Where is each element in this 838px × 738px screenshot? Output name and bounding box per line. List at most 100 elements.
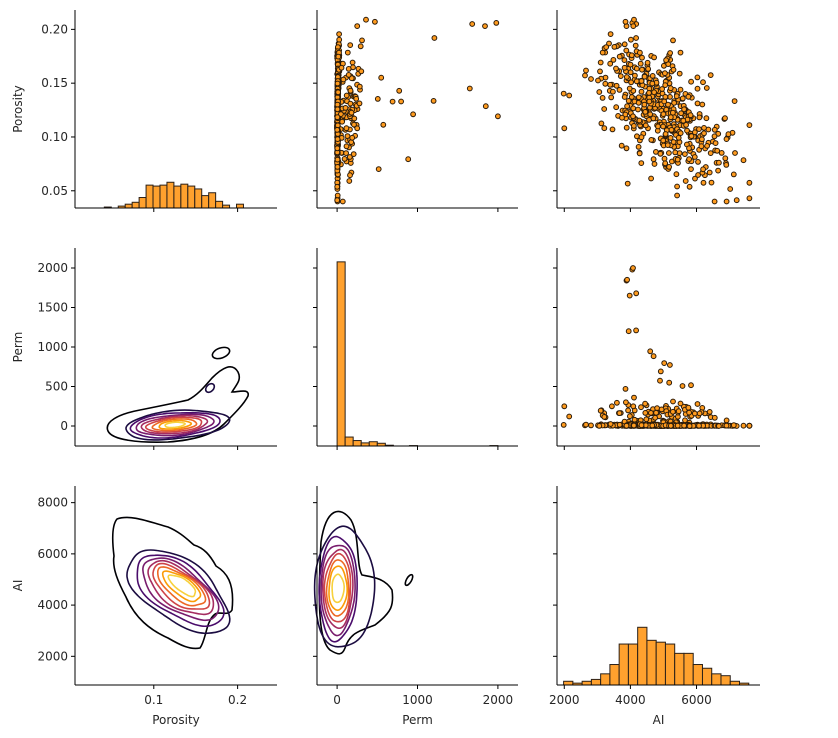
y-tick-label: 0.15 [41, 76, 68, 90]
histogram-bar-ai [729, 680, 741, 686]
scatter-point-porosity-vs-ai [638, 134, 645, 141]
scatter-point-porosity-vs-ai [712, 140, 719, 147]
scatter-point-porosity-vs-ai [701, 130, 707, 137]
scatter-point-perm-vs-ai [652, 414, 658, 421]
scatter-point-perm-vs-ai [560, 422, 567, 428]
histogram-bar-ai [692, 664, 703, 686]
axes-layer [71, 10, 760, 689]
scatter-point-porosity-vs-ai [630, 105, 637, 112]
scatter-point-porosity-vs-ai [624, 103, 630, 110]
scatter-point-perm-vs-ai [691, 410, 698, 417]
scatter-point-porosity-vs-perm [334, 164, 341, 170]
scatter-point-porosity-vs-ai [676, 70, 683, 77]
histogram-bar-perm [336, 261, 346, 447]
kde-contour [325, 559, 350, 617]
scatter-point-porosity-vs-perm [334, 106, 341, 113]
scatter-point-porosity-vs-perm [339, 198, 346, 205]
histogram-bar-porosity [138, 197, 147, 209]
scatter-point-perm-vs-ai [681, 422, 687, 429]
scatter-point-porosity-vs-perm [380, 121, 387, 128]
scatter-point-porosity-vs-ai [627, 61, 634, 68]
panel-ai-vs-porosity [71, 486, 277, 689]
scatter-point-porosity-vs-ai [682, 151, 688, 158]
scatter-point-porosity-vs-perm [405, 156, 412, 163]
scatter-point-porosity-vs-perm [342, 105, 349, 111]
scatter-point-porosity-vs-perm [334, 156, 341, 163]
scatter-point-porosity-vs-ai [696, 114, 703, 121]
scatter-point-porosity-vs-ai [647, 111, 654, 118]
scatter-point-perm-vs-ai [711, 414, 718, 421]
scatter-point-porosity-vs-perm [334, 192, 341, 199]
kde-contour [313, 525, 376, 648]
scatter-point-perm-vs-ai [647, 348, 654, 355]
scatter-point-porosity-vs-ai [677, 86, 684, 93]
scatter-point-porosity-vs-perm [347, 42, 354, 48]
scatter-point-porosity-vs-ai [595, 77, 601, 84]
scatter-point-porosity-vs-perm [340, 76, 347, 83]
scatter-point-porosity-vs-ai [636, 117, 643, 124]
scatter-point-porosity-vs-ai [616, 53, 623, 60]
histogram-bar-porosity [194, 188, 203, 209]
scatter-point-porosity-vs-perm [334, 145, 341, 152]
scatter-point-porosity-vs-ai [625, 98, 632, 104]
y-axis-label: Perm [11, 332, 25, 363]
panel-perm-vs-perm [313, 248, 518, 450]
scatter-point-porosity-vs-ai [613, 65, 619, 72]
scatter-point-porosity-vs-ai [621, 64, 628, 71]
scatter-point-perm-vs-ai [588, 422, 594, 429]
scatter-point-porosity-vs-ai [608, 94, 615, 101]
y-tick-label: 1000 [37, 340, 68, 354]
scatter-point-porosity-vs-ai [651, 89, 657, 96]
scatter-point-porosity-vs-ai [746, 195, 753, 202]
scatter-point-porosity-vs-ai [664, 142, 671, 149]
scatter-point-porosity-vs-ai [648, 175, 654, 182]
histogram-bar-porosity [187, 185, 196, 209]
scatter-layer [334, 16, 753, 429]
scatter-point-porosity-vs-ai [715, 167, 721, 174]
scatter-point-porosity-vs-perm [482, 23, 488, 30]
scatter-point-porosity-vs-ai [711, 198, 718, 205]
scatter-point-porosity-vs-ai [645, 66, 651, 72]
scatter-point-porosity-vs-perm [338, 64, 345, 71]
scatter-point-porosity-vs-ai [621, 57, 628, 63]
scatter-point-porosity-vs-ai [635, 94, 642, 101]
scatter-point-perm-vs-ai [616, 410, 623, 417]
histogram-bar-porosity [145, 184, 154, 209]
histogram-bar-ai [711, 673, 722, 686]
scatter-point-porosity-vs-ai [635, 144, 642, 150]
scatter-point-porosity-vs-ai [686, 183, 693, 190]
scatter-point-porosity-vs-ai [686, 145, 692, 152]
scatter-point-porosity-vs-ai [711, 126, 718, 133]
panel-porosity-vs-ai [553, 10, 760, 212]
scatter-point-porosity-vs-ai [609, 126, 616, 133]
scatter-point-porosity-vs-ai [694, 85, 701, 92]
scatter-point-porosity-vs-ai [651, 161, 658, 167]
scatter-point-porosity-vs-perm [356, 100, 363, 107]
scatter-point-porosity-vs-perm [493, 20, 500, 26]
scatter-point-porosity-vs-ai [635, 106, 641, 113]
scatter-point-porosity-vs-ai [681, 106, 687, 113]
histogram-bar-porosity [180, 183, 189, 209]
scatter-point-porosity-vs-perm [398, 98, 405, 105]
scatter-point-porosity-vs-ai [607, 31, 614, 37]
scatter-point-porosity-vs-ai [639, 66, 645, 73]
scatter-point-porosity-vs-ai [704, 143, 710, 149]
scatter-point-porosity-vs-ai [599, 95, 606, 101]
scatter-point-porosity-vs-ai [607, 60, 614, 67]
scatter-point-perm-vs-ai [626, 292, 633, 299]
scatter-point-porosity-vs-ai [708, 179, 715, 186]
scatter-point-porosity-vs-ai [680, 117, 687, 124]
scatter-point-porosity-vs-ai [633, 65, 640, 72]
scatter-point-porosity-vs-ai [641, 101, 648, 108]
scatter-point-porosity-vs-ai [723, 198, 730, 205]
scatter-point-perm-vs-ai [566, 413, 573, 420]
scatter-point-perm-vs-ai [661, 360, 668, 367]
scatter-point-porosity-vs-ai [722, 155, 729, 162]
scatter-point-porosity-vs-perm [389, 98, 396, 105]
scatter-point-porosity-vs-ai [699, 101, 706, 108]
scatter-point-porosity-vs-ai [695, 172, 701, 178]
scatter-point-porosity-vs-ai [703, 115, 710, 122]
panel-ai-vs-perm [313, 486, 518, 689]
scatter-point-perm-vs-ai [631, 422, 637, 429]
kde-contour [331, 573, 346, 604]
